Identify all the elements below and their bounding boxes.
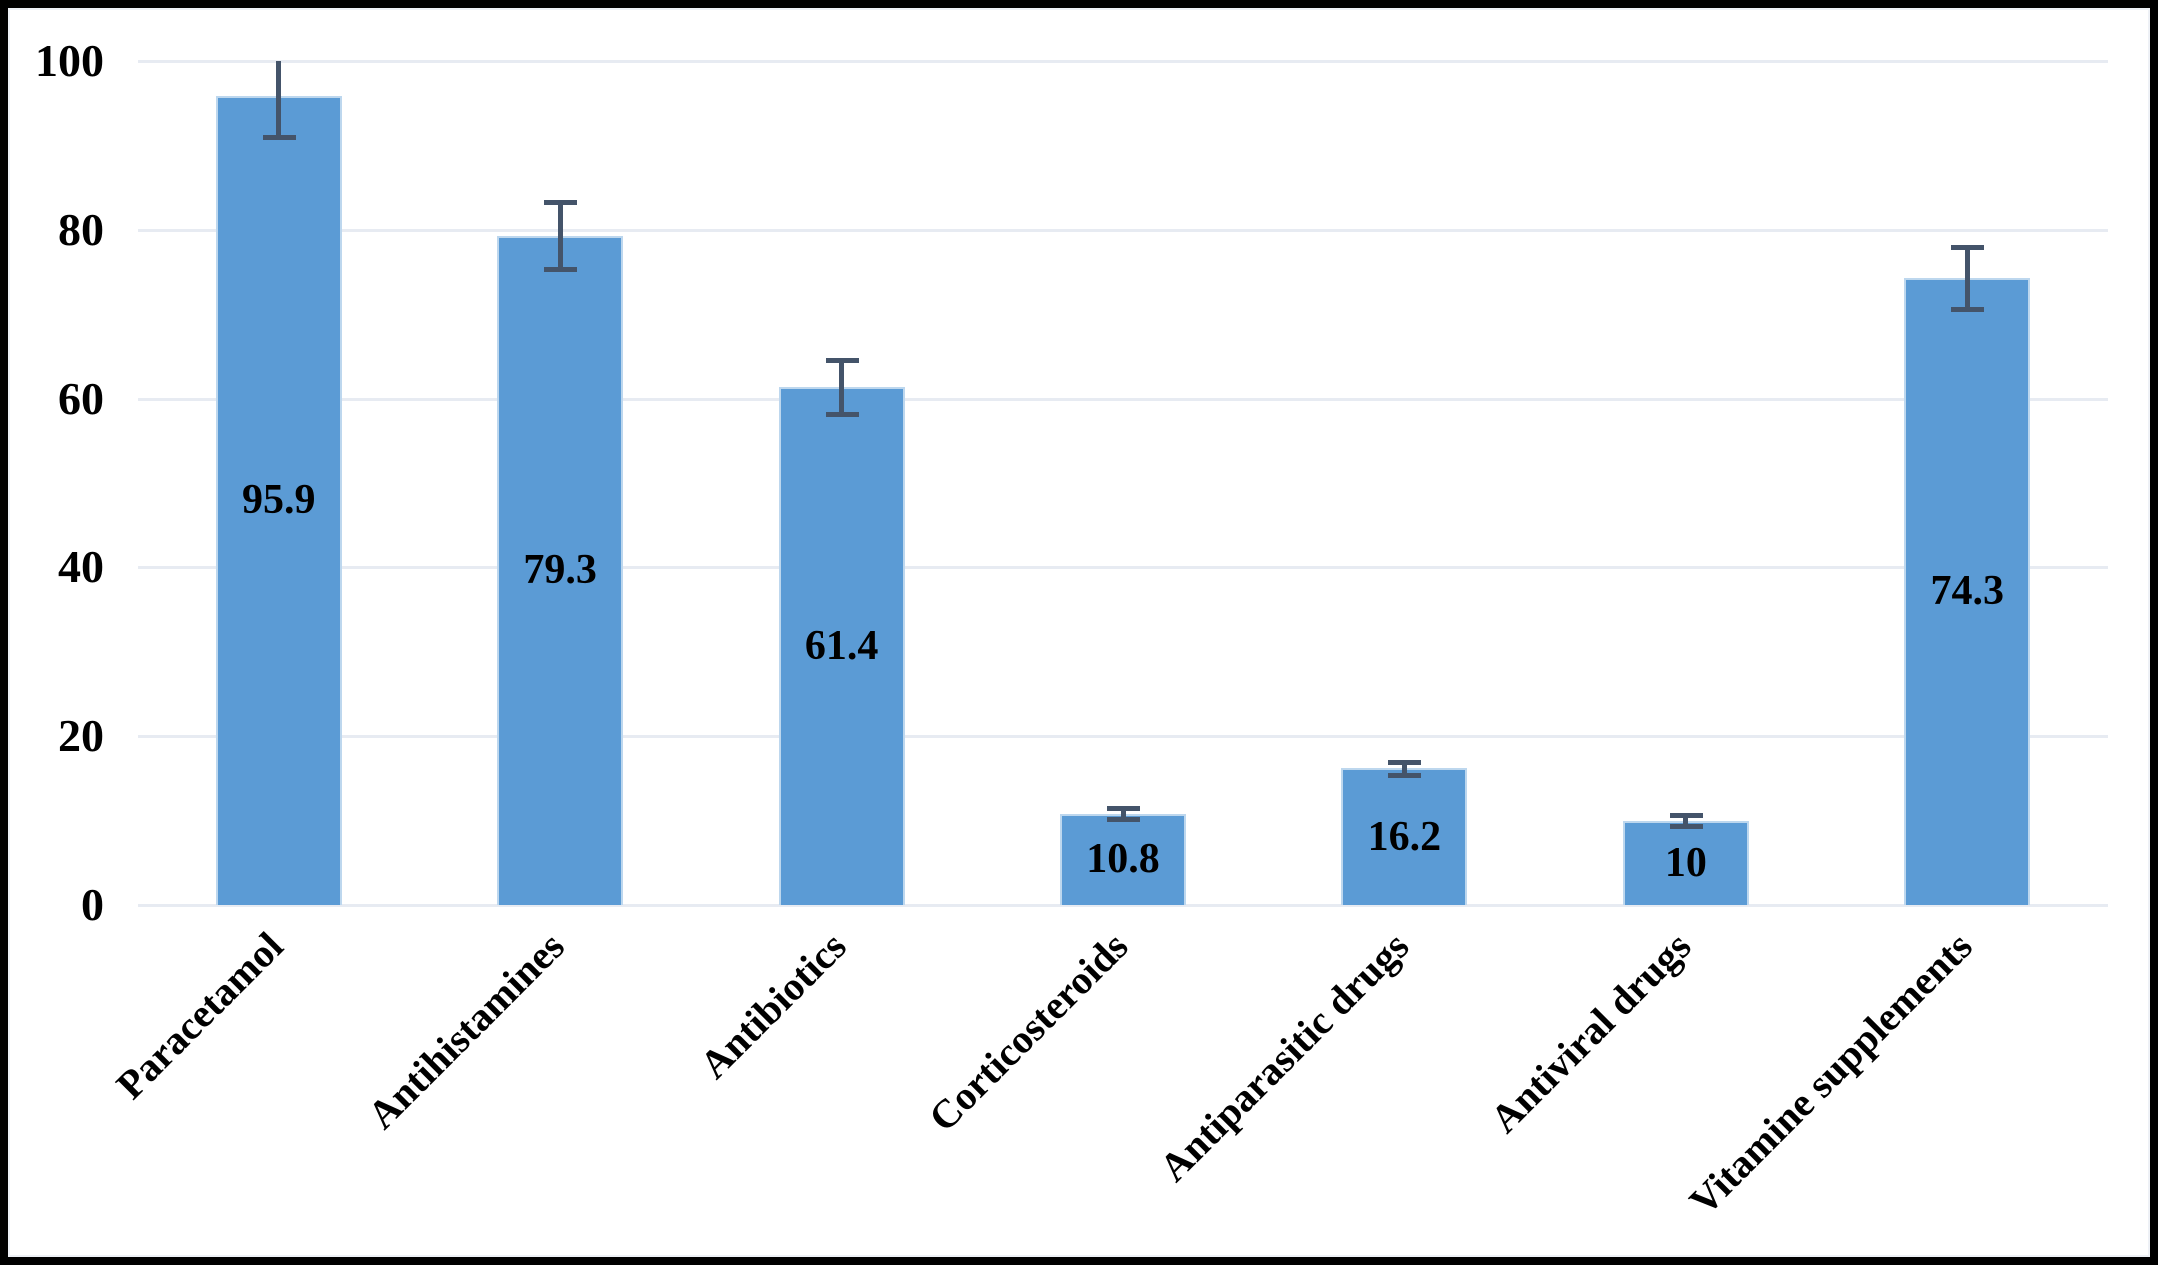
y-tick-label-20: 20 [58, 710, 104, 762]
error-bar [1683, 815, 1689, 827]
error-bar-bottom-cap [262, 134, 296, 140]
bar-value-label: 61.4 [804, 622, 879, 669]
gridline-80 [138, 228, 2108, 232]
y-tick-label-60: 60 [58, 372, 104, 424]
error-bar-top-cap [1669, 813, 1703, 819]
bar [1060, 813, 1186, 905]
bar-value-label: 10 [1664, 839, 1707, 886]
error-bar [276, 61, 282, 137]
error-bar [1401, 761, 1407, 775]
error-bar-bottom-cap [1388, 772, 1422, 778]
error-bar-bottom-cap [1951, 307, 1985, 313]
y-tick-label-80: 80 [58, 203, 104, 255]
error-bar-bottom-cap [1669, 824, 1703, 830]
bar [215, 95, 342, 905]
bar-value-label: 10.8 [1086, 836, 1160, 883]
x-category-label: Antibiotics [690, 923, 855, 1088]
error-bar [839, 359, 845, 414]
bar-chart: 0 20 40 60 80 100 95.9 79.3 61.4 10.8 16.2 10 74.3 … [8, 8, 2150, 1257]
bar [1904, 277, 2031, 905]
bar-value-label: 79.3 [523, 547, 597, 594]
error-bar-top-cap [1388, 759, 1422, 765]
error-bar-top-cap [544, 199, 578, 205]
x-category-label: Antiviral drugs [1480, 923, 1699, 1142]
x-category-label: Antihistamines [359, 923, 574, 1138]
gridline-40 [138, 566, 2108, 570]
error-bar [557, 201, 563, 270]
gridline-60 [138, 397, 2108, 401]
bar [1341, 768, 1468, 905]
x-category-label: Corticosteroids [919, 923, 1137, 1140]
bar-value-label: 95.9 [241, 477, 316, 524]
y-tick-label-100: 100 [35, 35, 104, 86]
error-bar-bottom-cap [1107, 817, 1140, 823]
bar [778, 386, 905, 905]
error-bar-top-cap [1951, 244, 1985, 250]
error-bar-bottom-cap [825, 411, 859, 417]
gridline-20 [138, 735, 2108, 739]
error-bar-bottom-cap [544, 267, 578, 273]
y-tick-label-40: 40 [58, 541, 104, 593]
gridline-100 [138, 60, 2108, 63]
bar-value-label: 16.2 [1367, 813, 1442, 860]
bar-value-label: 74.3 [1930, 568, 2005, 615]
gridline-0 [138, 904, 2108, 907]
x-category-label: Vitamine supplements [1680, 923, 1981, 1224]
error-bar-top-cap [825, 357, 859, 363]
error-bar-top-cap [1107, 806, 1140, 812]
bar [497, 235, 624, 905]
x-category-label: Antiparasitic drugs [1150, 923, 1418, 1191]
error-bar [1964, 246, 1970, 310]
y-tick-label-0: 0 [81, 879, 104, 930]
error-bar [1120, 808, 1126, 820]
x-category-label: Paracetamol [107, 923, 292, 1108]
